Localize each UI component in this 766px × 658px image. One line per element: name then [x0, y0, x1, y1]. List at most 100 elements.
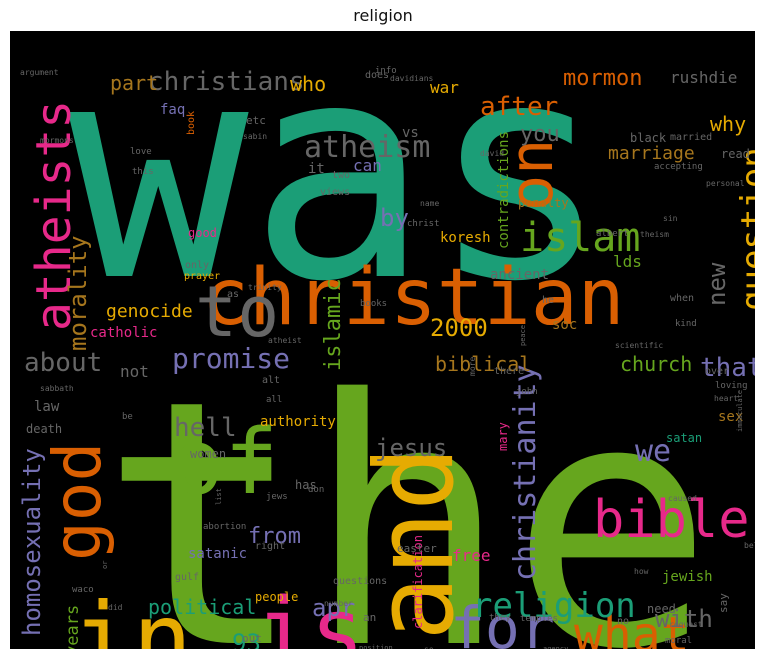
word-when: when: [670, 293, 694, 304]
word-from: from: [248, 524, 301, 549]
word-what: what: [574, 607, 690, 649]
word-hell: hell: [174, 413, 237, 443]
word-why: why: [710, 112, 746, 136]
word-mary: mary: [496, 422, 510, 451]
word-etc: etc: [246, 114, 266, 127]
word-jews: jews: [266, 492, 288, 502]
word-gulf: gulf: [175, 572, 199, 583]
word-you: you: [520, 122, 560, 147]
word-right: right: [255, 541, 285, 552]
word-jesus: jesus: [375, 434, 447, 462]
word-after: after: [480, 92, 558, 122]
word-albert: albert: [596, 229, 629, 239]
word-davidians: davidians: [390, 74, 434, 83]
word-the: the: [100, 328, 714, 649]
word-penalty: penalty: [518, 196, 569, 210]
word-authority: authority: [260, 414, 336, 430]
word-that: that: [700, 353, 755, 383]
word-sabbath: sabbath: [40, 384, 74, 393]
word-is: is: [256, 579, 364, 649]
word-with: with: [655, 605, 713, 633]
word-out: out: [242, 632, 262, 645]
word-don: don: [308, 485, 324, 495]
word-list: list: [215, 488, 223, 505]
word-agency: agency: [543, 645, 568, 649]
word-they: they: [489, 613, 511, 623]
word-good: good: [188, 226, 217, 240]
word-info: info: [375, 66, 397, 76]
word-views: views: [320, 187, 350, 198]
word-books: books: [360, 299, 387, 309]
word-married: married: [670, 132, 712, 143]
word-abortion: abortion: [203, 522, 246, 532]
word-catholic: catholic: [90, 325, 157, 341]
word-christianity: christianity: [508, 364, 543, 581]
word-free: free: [452, 546, 491, 565]
word-an: an: [363, 611, 376, 624]
word-satan: satan: [666, 431, 702, 445]
word-not: not: [120, 362, 149, 381]
word-there: there: [494, 366, 524, 377]
word-immaculate: immaculate: [736, 390, 744, 432]
word-beliefs: beliefs: [744, 541, 755, 550]
word-caused: caused: [668, 494, 697, 503]
word-number: number: [324, 599, 353, 608]
word-vs: vs: [402, 125, 419, 141]
word-satanic: satanic: [188, 546, 247, 562]
chart-title: religion: [353, 6, 413, 25]
word-over: over: [705, 366, 729, 377]
word-we: we: [635, 434, 671, 469]
word-trinity: trinity: [248, 283, 282, 292]
word-faq: faq: [160, 102, 185, 118]
word-two: two: [332, 170, 350, 181]
word-say: say: [717, 593, 730, 613]
word-religion: religion: [472, 586, 636, 626]
word-death: death: [26, 422, 62, 436]
word-so: so: [424, 645, 434, 649]
word-black: black: [630, 131, 667, 145]
word-homosexuality: homosexuality: [18, 448, 46, 636]
word-heart: heart: [714, 394, 738, 403]
word-and: and: [353, 446, 478, 641]
word-people: people: [255, 590, 298, 604]
word-political: political: [148, 595, 256, 619]
word-david: david: [480, 149, 504, 158]
word-marriage: marriage: [608, 143, 695, 164]
word-name: name: [420, 199, 439, 208]
word-atheist: atheist: [268, 336, 302, 345]
word-your: your: [668, 643, 712, 649]
word-as: as: [227, 289, 239, 300]
word-was: was: [68, 31, 610, 347]
word-scientific: scientific: [615, 341, 663, 350]
word-biblical: biblical: [435, 352, 531, 376]
word-sex: sex: [718, 409, 743, 425]
word-position: position: [359, 644, 393, 649]
word-morality: morality: [64, 235, 92, 351]
word-moral: moral: [665, 636, 692, 646]
word-love: love: [130, 147, 152, 157]
word-part: part: [110, 71, 158, 95]
word-new: new: [703, 262, 731, 306]
word-lds: lds: [613, 252, 642, 271]
word-soc: soc: [552, 317, 577, 333]
word-to: to: [195, 271, 279, 353]
word-questions: questions: [333, 576, 387, 587]
word-can: can: [353, 156, 382, 175]
word-does: does: [365, 70, 389, 81]
word-war: war: [430, 78, 459, 97]
word-loving: loving: [715, 381, 748, 391]
word-promise: promise: [172, 342, 290, 375]
word-genocide: genocide: [106, 301, 193, 322]
word-this: this: [132, 167, 154, 177]
word-sin: sin: [663, 214, 678, 223]
word-in: in: [72, 581, 192, 649]
word-contradictions: contradictions: [496, 131, 512, 249]
word-on: on: [497, 139, 567, 211]
word-apr: apr: [312, 594, 355, 622]
word-ancient: ancient: [490, 267, 549, 283]
word-or: or: [101, 561, 109, 569]
word-it: it: [308, 161, 325, 177]
word-accepting: accepting: [654, 162, 703, 172]
word-who: who: [290, 72, 326, 96]
word-easter: easter: [397, 542, 437, 555]
